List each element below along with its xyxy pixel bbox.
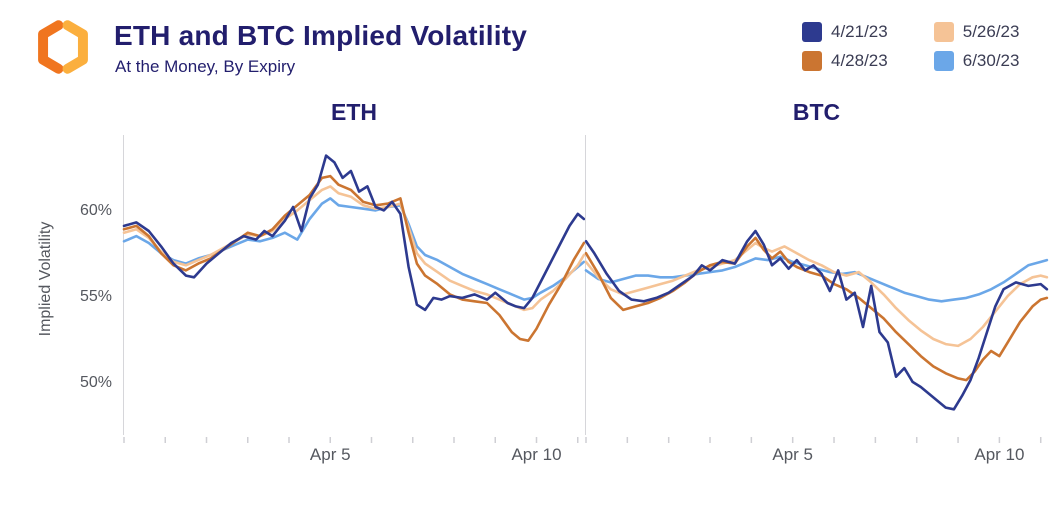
legend-label: 4/28/23 [831, 51, 888, 70]
btc-chart-panel: Apr 5 Apr 10 [584, 135, 1049, 464]
btc-line-chart [584, 229, 1049, 443]
y-tick-label-55: 55% [79, 288, 112, 305]
page-title: ETH and BTC Implied Volatility [114, 20, 528, 51]
legend-label: 6/30/23 [962, 51, 1020, 70]
legend-swatch-icon [802, 51, 822, 71]
legend-label: 4/21/23 [831, 22, 888, 41]
eth-panel-title: ETH [331, 99, 377, 125]
eth-line-chart [122, 154, 586, 443]
legend-swatch-icon [933, 51, 954, 71]
legend: 4/21/23 5/26/23 4/28/23 6/30/23 [802, 22, 1019, 71]
y-tick-label-50: 50% [79, 374, 112, 391]
hexagon-logo-icon [34, 18, 92, 76]
eth-x-tick-label-apr5: Apr 5 [309, 445, 351, 464]
legend-item-6-30-23: 6/30/23 [933, 51, 1020, 71]
legend-swatch-icon [802, 22, 822, 42]
legend-item-5-26-23: 5/26/23 [933, 22, 1020, 42]
eth-chart-panel: Apr 5 Apr 10 [122, 135, 586, 464]
page-subtitle: At the Money, By Expiry [115, 57, 296, 76]
btc-x-tick-label-apr5: Apr 5 [772, 445, 813, 464]
legend-item-4-28-23: 4/28/23 [802, 51, 888, 71]
y-axis-label: Implied Volatility [37, 221, 54, 337]
y-tick-label-60: 60% [79, 202, 112, 219]
legend-label: 5/26/23 [962, 22, 1020, 41]
btc-x-tick-label-apr10: Apr 10 [974, 445, 1025, 464]
btc-panel-title: BTC [792, 99, 841, 125]
eth-x-tick-label-apr10: Apr 10 [511, 445, 562, 464]
legend-item-4-21-23: 4/21/23 [802, 22, 888, 42]
legend-swatch-icon [933, 22, 954, 42]
